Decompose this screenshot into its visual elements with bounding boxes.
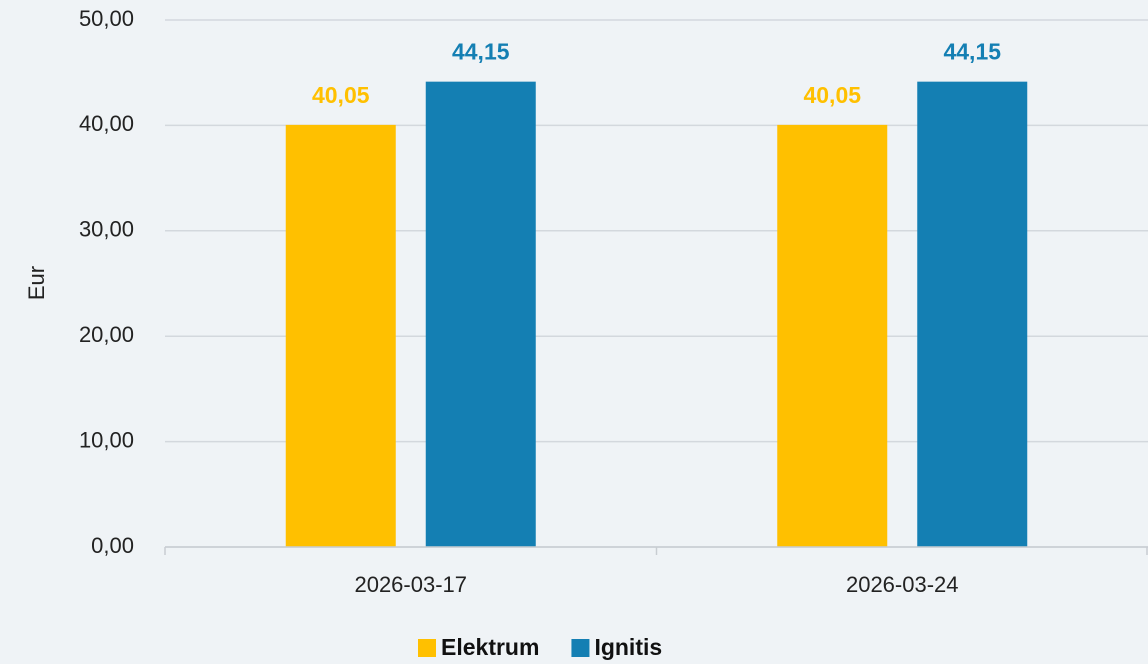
y-tick-label: 30,00: [79, 217, 134, 242]
legend-swatch: [418, 639, 436, 657]
legend-label: Ignitis: [594, 634, 662, 660]
bar: [917, 81, 1028, 547]
y-tick-label: 20,00: [79, 322, 134, 347]
legend-swatch: [571, 639, 590, 657]
value-label: 40,05: [312, 82, 370, 108]
value-label: 40,05: [803, 82, 861, 108]
legend-label: Elektrum: [441, 634, 539, 660]
bar: [425, 81, 536, 547]
y-tick-label: 0,00: [91, 533, 134, 558]
y-tick-label: 10,00: [79, 427, 134, 452]
x-tick-label: 2026-03-17: [354, 572, 467, 597]
y-tick-label: 50,00: [79, 6, 134, 31]
value-label: 44,15: [452, 39, 510, 65]
bar: [777, 124, 888, 548]
bar: [285, 124, 396, 548]
y-tick-label: 40,00: [79, 111, 134, 136]
x-tick-label: 2026-03-24: [846, 572, 959, 597]
y-axis-label: Eur: [24, 266, 49, 300]
value-label: 44,15: [943, 39, 1001, 65]
